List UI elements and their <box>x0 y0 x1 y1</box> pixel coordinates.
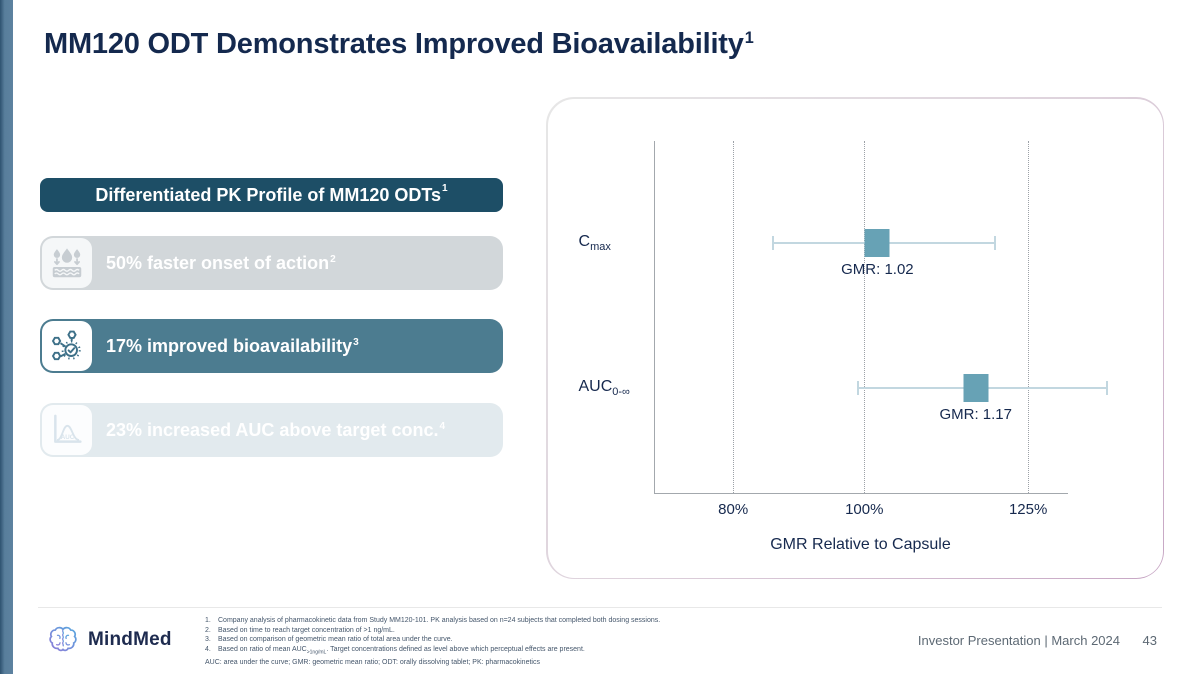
pk-item-auc: AUC 23% increased AUC above target conc.… <box>40 403 503 457</box>
footnote-line: 4. Based on ratio of mean AUC>1ng/mL. Tar… <box>205 645 585 656</box>
left-accent-bar <box>0 0 13 674</box>
gmr-chart-card: 80% 100% 125% GMR: 1.02 Cmax GMR: 1.17 AUC0-∞ … <box>547 98 1163 578</box>
gmr-dot-plot: 80% 100% 125% GMR: 1.02 Cmax GMR: 1.17 AUC0-∞ <box>579 140 1108 518</box>
pk-item-bioavailability-text: 17% improved bioavailability <box>106 335 353 356</box>
y-axis-label: AUC0-∞ <box>578 378 630 399</box>
molecule-check-icon <box>42 321 92 371</box>
pk-item-onset-text: 50% faster onset of action <box>106 252 330 273</box>
pk-item-onset: 50% faster onset of action2 <box>40 236 503 290</box>
pk-item-auc-text: 23% increased AUC above target conc. <box>106 419 439 440</box>
footnote-line: 1. Company analysis of pharmacokinetic da… <box>205 617 661 624</box>
ci-cap-high <box>1105 381 1108 396</box>
pk-item-auc-label: 23% increased AUC above target conc.4 <box>106 420 445 441</box>
pk-panel-header-superscript: 1 <box>442 183 448 195</box>
brain-logo-icon <box>49 626 77 652</box>
pk-item-bioavailability: 17% improved bioavailability3 <box>40 319 503 373</box>
gridline <box>733 140 735 493</box>
slide-title-text: MM120 ODT Demonstrates Improved Bioavail… <box>44 28 744 60</box>
chart-card-border: 80% 100% 125% GMR: 1.02 Cmax GMR: 1.17 AUC0-∞ … <box>546 97 1164 579</box>
x-tick-label: 80% <box>718 500 749 518</box>
x-axis-title: GMR Relative to Capsule <box>770 535 951 553</box>
gridline <box>1028 140 1030 493</box>
pk-item-auc-superscript: 4 <box>439 421 446 433</box>
gmr-annotation: GMR: 1.02 <box>841 261 914 279</box>
x-tick-label: 125% <box>1008 500 1048 518</box>
gmr-annotation: GMR: 1.17 <box>939 406 1012 424</box>
gridline <box>864 140 866 493</box>
ci-cap-low <box>856 381 859 396</box>
footnote-line: 2. Based on time to reach target concentr… <box>205 626 395 634</box>
brand-name: MindMed <box>88 629 172 650</box>
footnote-line: AUC: area under the curve; GMR: geometri… <box>205 658 540 666</box>
pk-panel-header: Differentiated PK Profile of MM120 ODTs 1 <box>40 178 503 212</box>
pk-item-bioavailability-label: 17% improved bioavailability3 <box>106 336 359 357</box>
pk-item-bioavailability-superscript: 3 <box>353 337 359 349</box>
pk-panel-header-text: Differentiated PK Profile of MM120 ODTs <box>95 184 442 205</box>
footer-divider <box>38 607 1162 608</box>
footnotes-block: 1. Company analysis of pharmacokinetic da… <box>205 616 845 667</box>
x-tick-label: 100% <box>845 500 884 518</box>
brand-logo-block: MindMed <box>46 623 172 657</box>
footer-presentation-label: Investor Presentation | March 2024 <box>917 633 1120 648</box>
pk-item-onset-label: 50% faster onset of action2 <box>106 253 336 274</box>
ci-cap-high <box>994 236 997 251</box>
auc-curve-icon: AUC <box>42 405 92 455</box>
svg-text:AUC: AUC <box>61 434 75 441</box>
slide-title: MM120 ODT Demonstrates Improved Bioavail… <box>44 28 754 61</box>
dissolve-droplets-icon <box>42 238 92 288</box>
gmr-marker <box>963 374 989 403</box>
gmr-marker <box>864 229 890 258</box>
slide-title-superscript: 1 <box>744 28 754 47</box>
ci-cap-low <box>771 236 774 251</box>
footnote-line: 3. Based on comparison of geometric mean … <box>205 636 453 644</box>
pk-item-onset-superscript: 2 <box>330 254 336 266</box>
y-axis-label: Cmax <box>578 233 611 254</box>
page-number: 43 <box>1142 633 1157 648</box>
